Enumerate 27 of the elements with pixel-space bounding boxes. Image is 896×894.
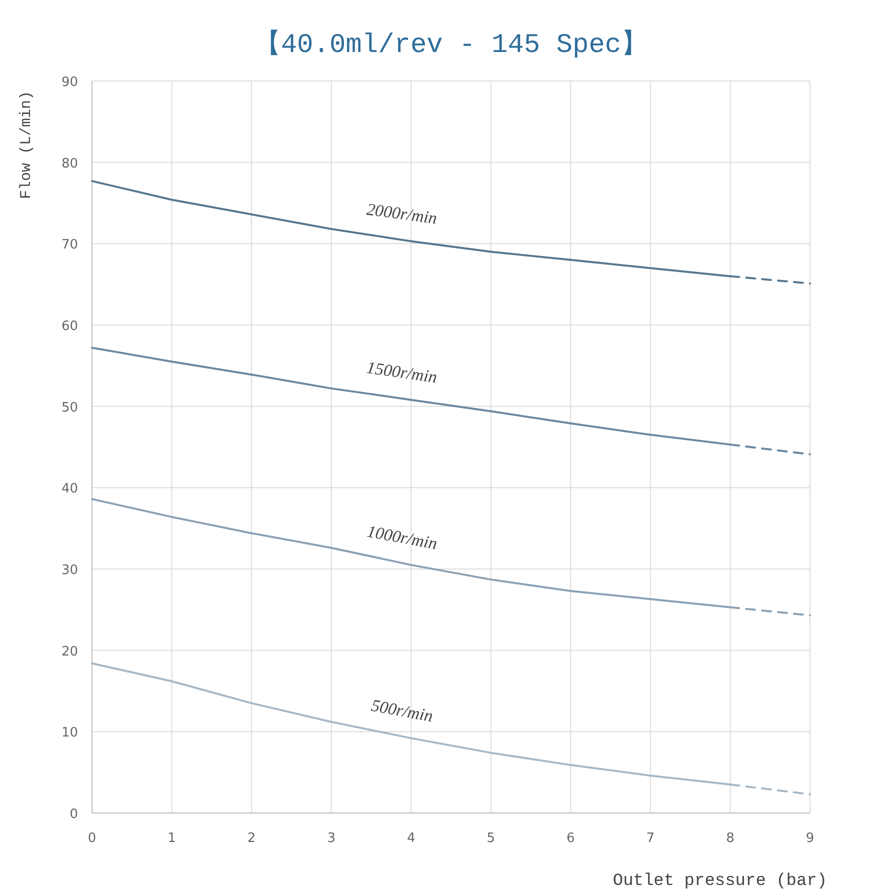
x-tick-label: 7 [646, 831, 655, 846]
y-tick-label: 10 [61, 726, 78, 741]
y-tick-label: 70 [61, 238, 78, 253]
y-tick-label: 0 [70, 807, 78, 822]
y-tick-label: 30 [61, 563, 78, 578]
text: 500r/min [370, 696, 434, 726]
x-tick-label: 6 [566, 831, 575, 846]
chart-title: 【40.0ml/rev - 145 Spec】 [254, 29, 648, 61]
x-tick-label: 9 [806, 831, 814, 846]
x-tick-label: 5 [486, 831, 496, 846]
x-tick-label: 3 [327, 831, 336, 846]
x-tick-label: 4 [406, 831, 416, 846]
text: 1000r/min [366, 522, 439, 554]
x-axis-title: Outlet pressure (bar) [612, 872, 828, 891]
y-axis-title: Flow (L/min) [18, 90, 35, 200]
y-tick-label: 40 [61, 482, 78, 497]
y-tick-label: 50 [61, 400, 78, 416]
y-tick-label: 80 [61, 156, 78, 172]
text: 1500r/min [365, 358, 438, 387]
y-tick-label: 60 [61, 319, 78, 334]
x-tick-label: 8 [726, 831, 734, 846]
x-tick-label: 1 [168, 831, 176, 846]
text: 2000r/min [365, 200, 438, 228]
y-tick-label: 20 [61, 644, 78, 660]
y-tick-label: 90 [61, 75, 78, 90]
x-tick-label: 2 [247, 831, 256, 846]
x-tick-label: 0 [88, 831, 96, 846]
